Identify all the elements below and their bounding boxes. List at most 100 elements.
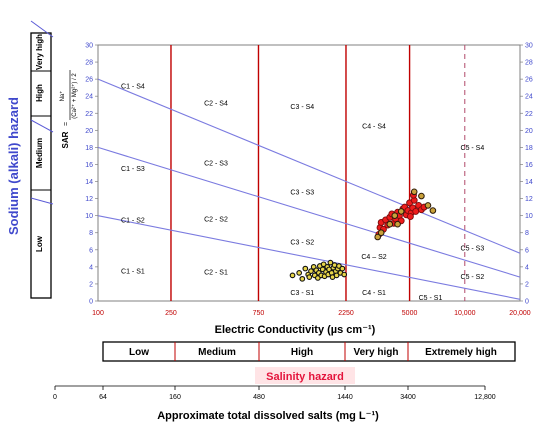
y-tick-left-13: 26 <box>85 77 93 84</box>
sodium-class-lines <box>97 78 521 300</box>
y-tick-right-2: 4 <box>525 264 529 271</box>
salinity-level-low: Low <box>129 347 149 358</box>
sodium-hazard-scale: Very high High Medium Low Sodium (alkali… <box>6 20 54 299</box>
x-tick-5: 10,000 <box>454 310 476 317</box>
sample-point-0-3 <box>302 265 309 272</box>
salinity-class-lines <box>170 45 466 301</box>
zone-label-4: C2 - S4 <box>204 101 228 108</box>
zone-label-8: C3 - S4 <box>290 104 314 111</box>
sample-point-0-5 <box>306 274 313 280</box>
y-tick-right-5: 10 <box>525 213 533 220</box>
zone-label-11: C3 - S1 <box>290 290 314 297</box>
y-tick-left-10: 20 <box>85 128 93 135</box>
salinity-title-bg <box>255 367 355 384</box>
svg-text:=: = <box>63 122 70 126</box>
sample-point-0-27 <box>333 272 340 279</box>
zone-label-1: C1 - S3 <box>121 166 145 173</box>
sample-point-2-0 <box>374 233 381 241</box>
y-tick-left-0: 0 <box>89 299 93 306</box>
sodium-level-low: Low <box>35 235 44 252</box>
sample-point-0-6 <box>308 268 314 274</box>
y-tick-right-11: 22 <box>525 111 533 118</box>
sar-numerator: Na⁺ <box>59 91 66 102</box>
sample-point-2-8 <box>394 220 401 228</box>
zone-labels: C1 - S4 C1 - S3 C1 - S2 C1 - S1 C2 - S4 C2 - … <box>121 83 484 302</box>
sample-point-1-21 <box>412 207 420 215</box>
y-tick-right-0: 0 <box>525 299 529 306</box>
tds-tick-2: 160 <box>169 394 181 401</box>
sample-points <box>289 188 437 282</box>
y-tick-left-8: 16 <box>85 162 93 169</box>
tds-tick-6: 12,800 <box>474 394 496 401</box>
tds-axis: 0 64 160 480 1440 3400 12,800 <box>53 386 496 401</box>
zone-label-9: C3 - S3 <box>290 189 314 196</box>
zone-label-6: C2 - S2 <box>204 217 228 224</box>
sample-point-2-2 <box>386 220 394 228</box>
y-tick-left-11: 22 <box>85 111 93 118</box>
zone-label-15: C5 - S4 <box>461 145 485 152</box>
zone-label-0: C1 - S4 <box>121 83 145 90</box>
y-tick-right-12: 24 <box>525 94 533 101</box>
y-tick-left-3: 6 <box>89 247 93 254</box>
x-axis-title: Electric Conductivity (µs cm⁻¹) <box>215 324 376 336</box>
tds-tick-0: 0 <box>53 394 57 401</box>
zone-label-2: C1 - S2 <box>121 217 145 224</box>
salinity-level-high: High <box>291 347 313 358</box>
sample-point-2-9 <box>391 212 399 219</box>
tds-tick-1: 64 <box>99 394 107 401</box>
sample-point-0-31 <box>339 265 346 272</box>
y-tick-right-9: 18 <box>525 145 533 152</box>
zone-label-3: C1 - S1 <box>121 269 145 276</box>
salinity-level-medium: Medium <box>198 347 236 358</box>
x-axis: 100 250 750 2250 5000 10,000 20,000 <box>92 310 531 317</box>
zone-label-18: C5 - S1 <box>419 295 443 302</box>
y-tick-right-7: 14 <box>525 179 533 186</box>
tds-tick-4: 1440 <box>337 394 353 401</box>
sample-point-0-2 <box>299 275 306 282</box>
y-tick-left-2: 4 <box>89 264 93 271</box>
y-tick-right-6: 12 <box>525 196 533 203</box>
y-tick-right-14: 28 <box>525 60 533 67</box>
y-tick-left-14: 28 <box>85 60 93 67</box>
y-tick-right-1: 2 <box>525 281 529 288</box>
salinity-level-very-high: Very high <box>353 347 398 358</box>
sample-point-0-32 <box>341 271 348 278</box>
sample-point-2-1 <box>377 229 385 237</box>
x-tick-3: 2250 <box>338 310 354 317</box>
sample-point-2-4 <box>410 188 418 196</box>
zone-label-12: C4 - S4 <box>362 124 386 131</box>
zone-label-5: C2 - S3 <box>204 160 228 167</box>
sar-formula: SAR = Na⁺ (Ca²⁺ + Mg²⁺) / 2 <box>59 70 78 148</box>
sodium-level-medium: Medium <box>35 138 44 168</box>
sample-point-0-15 <box>320 261 327 268</box>
x-tick-0: 100 <box>92 310 104 317</box>
salinity-hazard-bar: Low Medium High Very high Extremely high <box>102 341 516 362</box>
tds-tick-5: 3400 <box>400 394 416 401</box>
zone-label-13: C4 – S2 <box>361 254 386 261</box>
plot-area <box>97 44 521 302</box>
sample-point-0-21 <box>327 259 334 266</box>
boundary-line-0 <box>97 215 521 300</box>
salinity-hazard-title: Salinity hazard <box>266 371 344 383</box>
zone-label-14: C4 - S1 <box>362 290 386 297</box>
sar-denominator: (Ca²⁺ + Mg²⁺) / 2 <box>71 73 78 119</box>
boundary-line-1 <box>97 146 521 278</box>
zone-label-10: C3 - S2 <box>290 240 314 247</box>
sample-point-0-0 <box>289 272 296 279</box>
sodium-hazard-title: Sodium (alkali) hazard <box>6 97 21 235</box>
y-tick-right-10: 20 <box>525 128 533 135</box>
zone-label-17: C5 - S2 <box>461 274 485 281</box>
sar-label: SAR <box>61 131 70 148</box>
sample-point-0-1 <box>296 269 303 276</box>
y-tick-left-12: 24 <box>85 94 93 101</box>
sample-point-2-6 <box>424 202 432 209</box>
sample-point-1-26 <box>406 213 414 220</box>
y-tick-left-5: 10 <box>85 213 93 220</box>
y-tick-left-1: 2 <box>89 281 93 288</box>
x-tick-2: 750 <box>253 310 265 317</box>
y-tick-right-3: 6 <box>525 247 529 254</box>
y-tick-left-15: 30 <box>85 43 93 50</box>
sample-point-2-3 <box>397 208 405 215</box>
